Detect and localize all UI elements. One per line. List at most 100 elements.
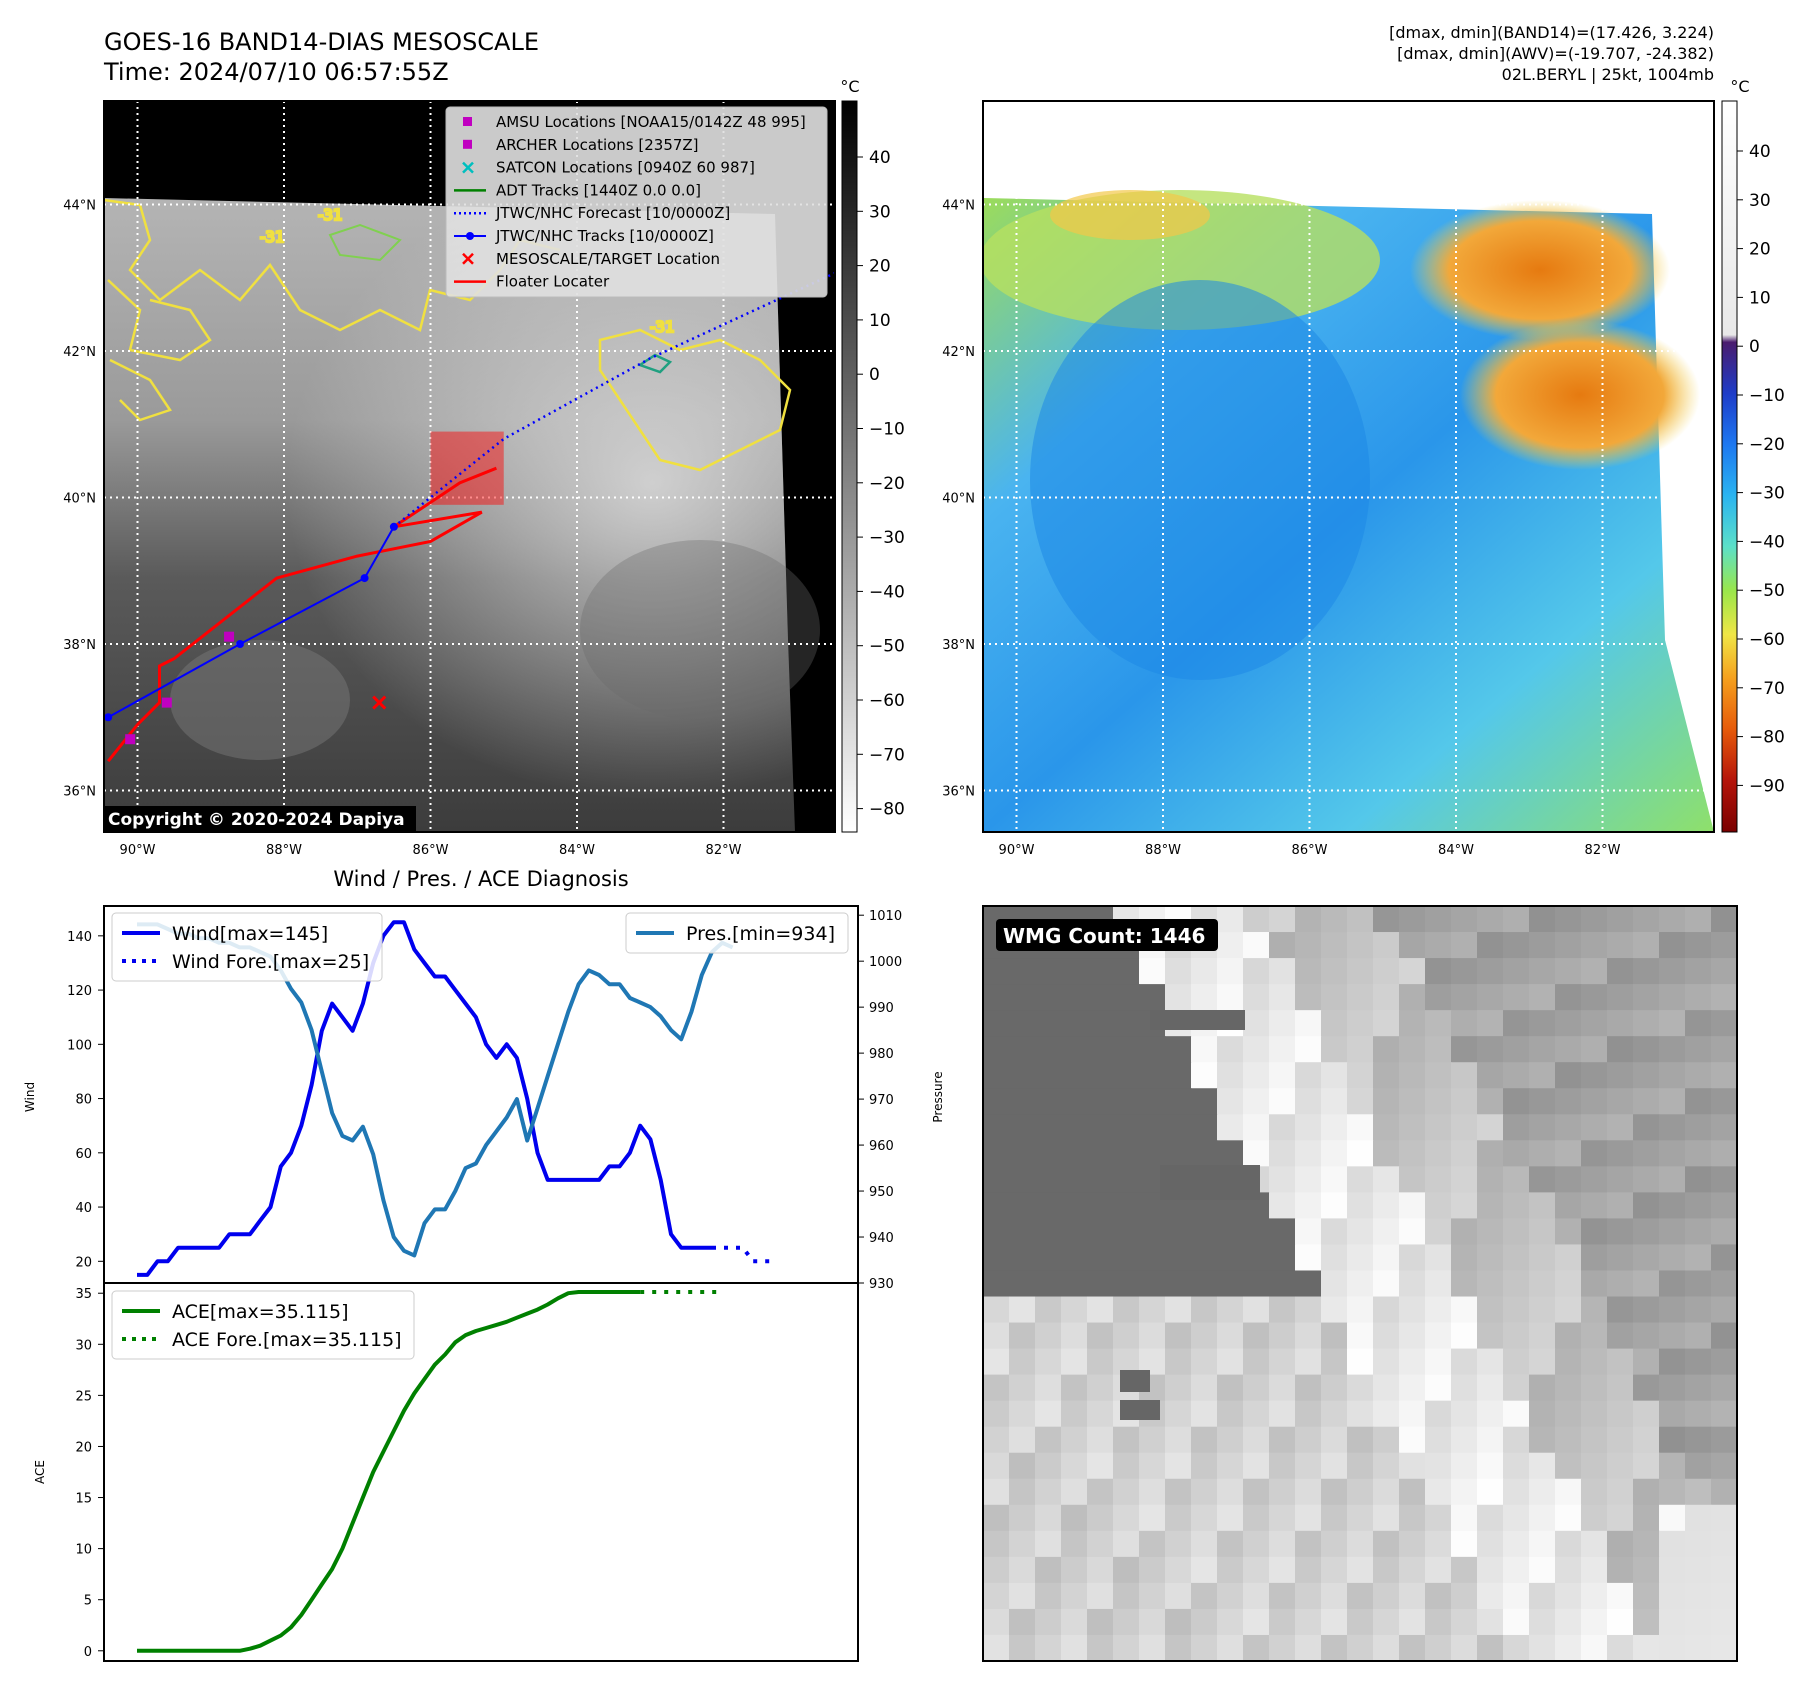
wmg-dark-cell	[1150, 1010, 1245, 1030]
map2-frame	[982, 100, 1715, 833]
wmg-cell	[1477, 1634, 1504, 1662]
colorbar-tick-label: 0	[1749, 337, 1760, 357]
wmg-cell	[1139, 1114, 1166, 1141]
wmg-cell	[1321, 1322, 1348, 1350]
wmg-cell	[1503, 1166, 1530, 1193]
wmg-cell	[1061, 1114, 1088, 1141]
map1-ir-cloud-3	[580, 540, 820, 720]
wmg-cell	[1113, 1322, 1140, 1350]
wmg-cell	[1451, 1296, 1478, 1324]
y-tick-label: 35	[75, 1287, 92, 1302]
wmg-cell	[1607, 1322, 1634, 1350]
wmg-cell	[1373, 906, 1400, 933]
wmg-cell	[1009, 1478, 1036, 1506]
wmg-cell	[1373, 1426, 1400, 1454]
wmg-cell	[1009, 1348, 1036, 1376]
y-tick-label: 120	[67, 984, 92, 999]
wmg-cell	[1243, 1452, 1270, 1480]
wmg-cell	[1035, 958, 1062, 985]
colorbar-tick-label: 40	[869, 148, 891, 168]
wmg-cell	[1113, 1556, 1140, 1584]
wmg-cell	[1633, 1114, 1660, 1141]
wmg-cell	[1711, 1478, 1738, 1506]
wmg-cell	[1191, 1582, 1218, 1610]
wmg-cell	[1711, 1530, 1738, 1558]
wmg-cell	[1659, 1348, 1686, 1376]
wmg-cell	[1217, 1114, 1244, 1141]
wmg-cell	[1659, 1608, 1686, 1636]
map1-legend: AMSU Locations [NOAA15/0142Z 48 995] ARCH…	[445, 106, 828, 298]
wmg-cell	[1243, 958, 1270, 985]
wmg-cell	[1399, 1478, 1426, 1506]
wmg-cell	[1659, 1530, 1686, 1558]
colorbar-tick-label: 0	[869, 365, 880, 385]
wmg-cell	[1243, 1322, 1270, 1350]
wmg-cell	[1425, 1140, 1452, 1167]
wmg-cell	[1529, 1270, 1556, 1298]
wmg-cell	[1165, 1426, 1192, 1454]
wmg-cell	[1451, 1140, 1478, 1167]
wmg-cell	[1061, 958, 1088, 985]
wmg-cell	[1659, 958, 1686, 985]
wmg-cell	[1659, 1426, 1686, 1454]
wmg-cell	[1009, 984, 1036, 1011]
wmg-cell	[1633, 1244, 1660, 1272]
wmg-cell	[1269, 906, 1296, 933]
wmg-cell	[1607, 1244, 1634, 1272]
wmg-cell	[1685, 1634, 1712, 1662]
wmg-cell	[1321, 1452, 1348, 1480]
wmg-cell	[1061, 1426, 1088, 1454]
wmg-cell	[1113, 1504, 1140, 1532]
y2-tick-label: 960	[869, 1139, 894, 1154]
map1-lat-labels: 44°N 42°N 40°N 38°N 36°N	[63, 199, 96, 800]
wmg-cell	[1503, 1270, 1530, 1298]
wmg-cell	[1399, 1374, 1426, 1402]
wmg-cell	[1633, 1426, 1660, 1454]
wmg-cell	[1269, 1634, 1296, 1662]
wmg-cell	[1451, 1504, 1478, 1532]
wmg-cell	[1399, 1452, 1426, 1480]
y-tick-label: 5	[84, 1594, 92, 1609]
wmg-cell	[1139, 1296, 1166, 1324]
wmg-cell	[1243, 1036, 1270, 1063]
wmg-cell	[1633, 1218, 1660, 1246]
wmg-cell	[1347, 1192, 1374, 1220]
awv-map: 44°N 42°N 40°N 38°N 36°N 90°W 88°W 86°W 84°W 82°…	[942, 100, 1715, 858]
wmg-cell	[1529, 906, 1556, 933]
wmg-cell	[1477, 984, 1504, 1011]
wmg-cell	[1295, 1036, 1322, 1063]
legend-swatch	[463, 117, 472, 126]
wmg-cell	[1425, 1036, 1452, 1063]
cloud-contour	[598, 328, 792, 472]
wmg-cell	[1477, 1478, 1504, 1506]
wmg-cell	[1139, 1088, 1166, 1115]
wmg-cell	[1295, 932, 1322, 959]
wmg-cell	[1217, 1062, 1244, 1089]
colorbar-tick-label: −40	[1749, 532, 1785, 552]
wmg-cell	[1581, 1140, 1608, 1167]
wmg-cell	[1555, 1010, 1582, 1037]
wmg-count-label: WMG Count: 1446	[1003, 924, 1205, 948]
wmg-cell	[1191, 1244, 1218, 1272]
wmg-cell	[1347, 1036, 1374, 1063]
wmg-cell	[1711, 1426, 1738, 1454]
wmg-cell	[1217, 1244, 1244, 1272]
wmg-cell	[1529, 1348, 1556, 1376]
wmg-cell	[1555, 1140, 1582, 1167]
wmg-cell	[1685, 1582, 1712, 1610]
wmg-cell	[1035, 1426, 1062, 1454]
wmg-cell	[1191, 1114, 1218, 1141]
wmg-cell	[1373, 1166, 1400, 1193]
wmg-cell	[1243, 1530, 1270, 1558]
wmg-cell	[1607, 1608, 1634, 1636]
wmg-cell	[1347, 1634, 1374, 1662]
wmg-cell	[1529, 1556, 1556, 1584]
wmg-cell	[1347, 1296, 1374, 1324]
info-line3: 02L.BERYL | 25kt, 1004mb	[1502, 65, 1714, 84]
wmg-dark-cell	[1160, 1165, 1260, 1200]
wmg-cell	[1321, 958, 1348, 985]
wmg-cell	[1243, 1608, 1270, 1636]
wmg-cell	[1633, 932, 1660, 959]
wmg-cell	[1503, 1088, 1530, 1115]
wmg-cell	[1295, 1452, 1322, 1480]
